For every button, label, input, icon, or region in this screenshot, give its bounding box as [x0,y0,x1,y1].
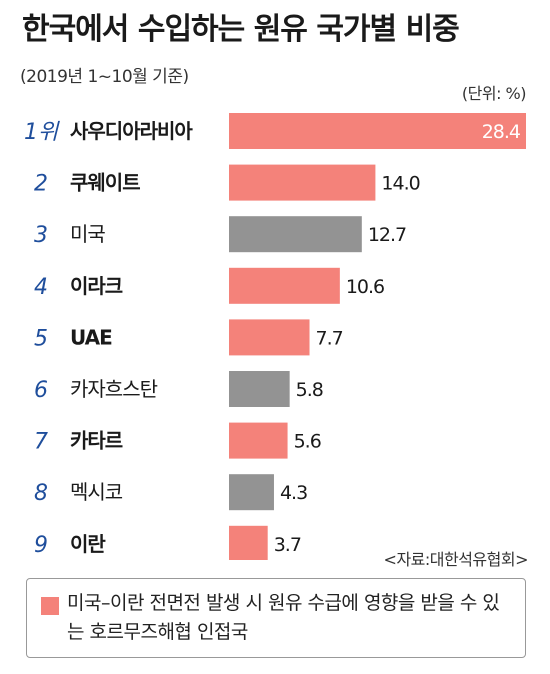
value-label: 5.8 [296,379,323,401]
bar-chart: 1위 사우디아라비아 28.4 2 쿠웨이트 14.0 3 미국 12.7 4 이라크 10.6 5 UA… [24,113,526,560]
category-label: 카자흐스탄 [70,377,158,401]
category-label: 멕시코 [70,480,123,504]
unit-label: (단위: %) [461,84,527,103]
chart-title: 한국에서 수입하는 원유 국가별 비중 [22,12,460,47]
value-label: 12.7 [368,224,406,246]
source-note: <자료:대한석유협회> [383,550,529,569]
bar [229,371,290,407]
value-label: 5.6 [294,431,321,453]
legend-text: 미국–이란 전면전 발생 시 원유 수급에 영향을 받을 수 있는 호르무즈해협… [67,592,500,643]
bar [229,319,310,356]
rank-label: 4 [34,275,48,300]
value-label: 7.7 [316,327,343,349]
bar [229,525,268,560]
category-label: 사우디아라비아 [70,119,193,143]
bar [229,422,288,459]
category-label: UAE [70,325,112,349]
rank-label: 1위 [24,120,60,145]
category-label: 이란 [70,532,106,556]
rank-label: 2 [34,172,48,197]
category-label: 쿠웨이트 [70,171,140,195]
rank-label: 6 [34,378,48,403]
value-label: 3.7 [274,534,301,556]
value-label: 10.6 [346,276,384,298]
rank-label: 5 [34,326,48,351]
bar [229,216,362,253]
rank-label: 3 [34,223,48,248]
bar [229,474,274,511]
bar [229,113,526,149]
legend-swatch [41,597,59,615]
category-label: 미국 [70,222,105,246]
legend-box: 미국–이란 전면전 발생 시 원유 수급에 영향을 받을 수 있는 호르무즈해협… [26,578,526,658]
rank-label: 7 [34,430,48,455]
value-label: 4.3 [280,482,307,504]
bar [229,267,340,304]
category-label: 카타르 [70,429,123,453]
value-label: 14.0 [381,173,419,195]
value-label: 28.4 [482,121,521,143]
rank-label: 9 [34,533,48,558]
bar [229,164,376,201]
category-label: 이라크 [70,274,123,298]
rank-label: 8 [34,481,48,506]
chart-subtitle: (2019년 1~10월 기준) [20,67,189,87]
